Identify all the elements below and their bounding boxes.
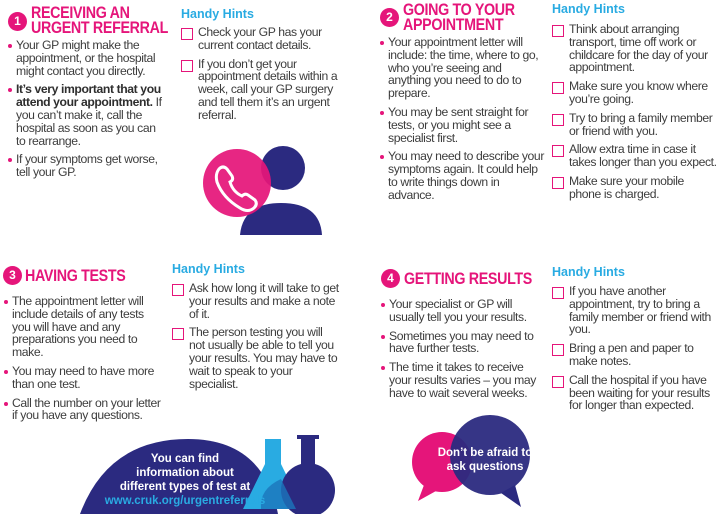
speech-bubbles-icon — [412, 415, 530, 507]
hint-item: If you have another appointment, try to … — [552, 285, 718, 336]
bullet-text: Your specialist or GP will usually tell … — [389, 297, 527, 324]
hints-title: Handy Hints — [552, 2, 625, 16]
bullet-text: Sometimes you may need to have further t… — [389, 328, 534, 356]
step-number: 1 — [8, 12, 27, 31]
hint-text: Make sure you know where you’re going. — [569, 79, 708, 106]
flasks-icon — [80, 435, 335, 514]
hint-text: The person testing you will not usually … — [189, 325, 338, 391]
hints-list: Think about arranging transport, time of… — [552, 23, 718, 207]
bullet-item: You may be sent straight for tests, or y… — [379, 106, 545, 144]
section-title: RECEIVING AN URGENT REFERRAL — [31, 3, 168, 37]
checkbox[interactable] — [172, 284, 184, 296]
bullet-list: Your GP might make the appointment, or t… — [7, 39, 165, 185]
bullet-list: The appointment letter will include deta… — [3, 295, 161, 428]
hint-text: Allow extra time in case it takes longer… — [569, 142, 717, 170]
bullet-text: If your symptoms get worse, tell your GP… — [16, 152, 158, 180]
bullet-item: Sometimes you may need to have further t… — [380, 328, 546, 356]
bullet-text: Call the number on your letter if you ha… — [12, 395, 161, 423]
hint-text: Make sure your mobile phone is charged. — [569, 173, 684, 201]
bullet-text: You may be sent straight for tests, or y… — [388, 104, 529, 145]
bullet-text: If you can’t make it, call the hospital … — [16, 95, 162, 148]
checkbox[interactable] — [552, 176, 564, 189]
step-number: 2 — [380, 8, 399, 27]
bullet-item: The time it takes to receive your result… — [380, 361, 546, 399]
callout-line: Don’t be afraid to — [437, 447, 533, 459]
bullet-text: You may need to describe your symptoms a… — [388, 149, 544, 202]
title-line: RECEIVING AN — [31, 3, 130, 22]
bullet-item: Call the number on your letter if you ha… — [3, 395, 161, 423]
bullet-text: Your appointment letter will include: th… — [388, 35, 539, 101]
bullet-text: You may need to have more than one test. — [12, 363, 154, 391]
bullet-item: Your GP might make the appointment, or t… — [7, 39, 165, 77]
bullet-item: The appointment letter will include deta… — [3, 295, 161, 359]
checkbox[interactable] — [552, 82, 564, 95]
bullet-item: You may need to have more than one test. — [3, 365, 161, 391]
step-number: 3 — [3, 266, 22, 285]
checkbox[interactable] — [552, 287, 564, 299]
step-number: 4 — [381, 269, 400, 288]
checkbox[interactable] — [172, 328, 184, 341]
checkbox[interactable] — [552, 145, 564, 158]
title-line: GOING TO YOUR — [403, 0, 515, 19]
hints-title: Handy Hints — [181, 7, 254, 21]
callout-line: different types of test at — [119, 481, 251, 493]
hint-text: If you have another appointment, try to … — [569, 284, 711, 337]
ask-questions-callout: Don’t be afraid to ask questions — [425, 446, 545, 474]
bullet-item: Your appointment letter will include: th… — [379, 36, 545, 100]
hint-item: The person testing you will not usually … — [172, 326, 340, 390]
hint-item: Call the hospital if you have been waiti… — [552, 372, 718, 413]
checkbox[interactable] — [552, 375, 564, 388]
hint-item: Make sure your mobile phone is charged. — [552, 175, 718, 201]
bullet-text: The appointment letter will include deta… — [12, 294, 144, 360]
hint-text: Bring a pen and paper to make notes. — [569, 341, 694, 368]
title-line: GETTING RESULTS — [404, 269, 532, 288]
section-title: GOING TO YOUR APPOINTMENT — [403, 0, 515, 34]
cruk-link[interactable]: www.cruk.org/urgentreferrals — [104, 495, 266, 507]
callout-line: You can find — [150, 453, 220, 465]
hint-text: Check your GP has your current contact d… — [198, 25, 322, 52]
hint-item: Make sure you know where you’re going. — [552, 80, 718, 106]
hints-list: If you have another appointment, try to … — [552, 285, 718, 418]
phone-person-icon — [203, 146, 322, 235]
hint-item: Allow extra time in case it takes longer… — [552, 143, 718, 169]
hints-list: Check your GP has your current contact d… — [181, 26, 343, 128]
section-title: HAVING TESTS — [25, 266, 126, 285]
hint-text: Ask how long it will take to get your re… — [189, 281, 339, 321]
bullet-emphasis: It’s very important that you attend your… — [16, 82, 161, 110]
checkbox[interactable] — [552, 344, 564, 357]
hint-item: Try to bring a family member or friend w… — [552, 110, 718, 138]
callout-line: information about — [136, 467, 234, 479]
hint-text: Call the hospital if you have been waiti… — [569, 372, 710, 413]
title-line: URGENT REFERRAL — [31, 18, 168, 37]
hint-item: Bring a pen and paper to make notes. — [552, 342, 718, 368]
hint-item: Ask how long it will take to get your re… — [172, 282, 340, 320]
hint-text: Think about arranging transport, time of… — [569, 22, 708, 75]
section-title: GETTING RESULTS — [404, 269, 532, 288]
bullet-item: It’s very important that you attend your… — [7, 83, 165, 147]
hint-text: Try to bring a family member or friend w… — [569, 110, 713, 138]
hint-item: Think about arranging transport, time of… — [552, 23, 718, 74]
bullet-item: Your specialist or GP will usually tell … — [380, 298, 546, 324]
checkbox[interactable] — [552, 113, 564, 126]
checkbox[interactable] — [552, 25, 564, 37]
bullet-item: You may need to describe your symptoms a… — [379, 150, 545, 201]
hint-item: Check your GP has your current contact d… — [181, 26, 343, 52]
hints-list: Ask how long it will take to get your re… — [172, 282, 340, 396]
bullet-list: Your appointment letter will include: th… — [379, 36, 545, 208]
hints-title: Handy Hints — [172, 262, 245, 276]
bullet-item: If your symptoms get worse, tell your GP… — [7, 153, 165, 179]
checkbox[interactable] — [181, 28, 193, 40]
checkbox[interactable] — [181, 59, 193, 72]
hints-title: Handy Hints — [552, 265, 625, 279]
title-line: APPOINTMENT — [403, 15, 504, 34]
hint-text: If you don’t get your appointment detail… — [198, 56, 338, 122]
bullet-text: The time it takes to receive your result… — [389, 360, 536, 400]
bullet-list: Your specialist or GP will usually tell … — [380, 298, 546, 406]
title-line: HAVING TESTS — [25, 266, 126, 285]
info-callout: You can find information about different… — [95, 452, 275, 508]
bullet-text: Your GP might make the appointment, or t… — [16, 38, 156, 78]
hint-item: If you don’t get your appointment detail… — [181, 56, 343, 122]
callout-line: ask questions — [446, 461, 524, 473]
